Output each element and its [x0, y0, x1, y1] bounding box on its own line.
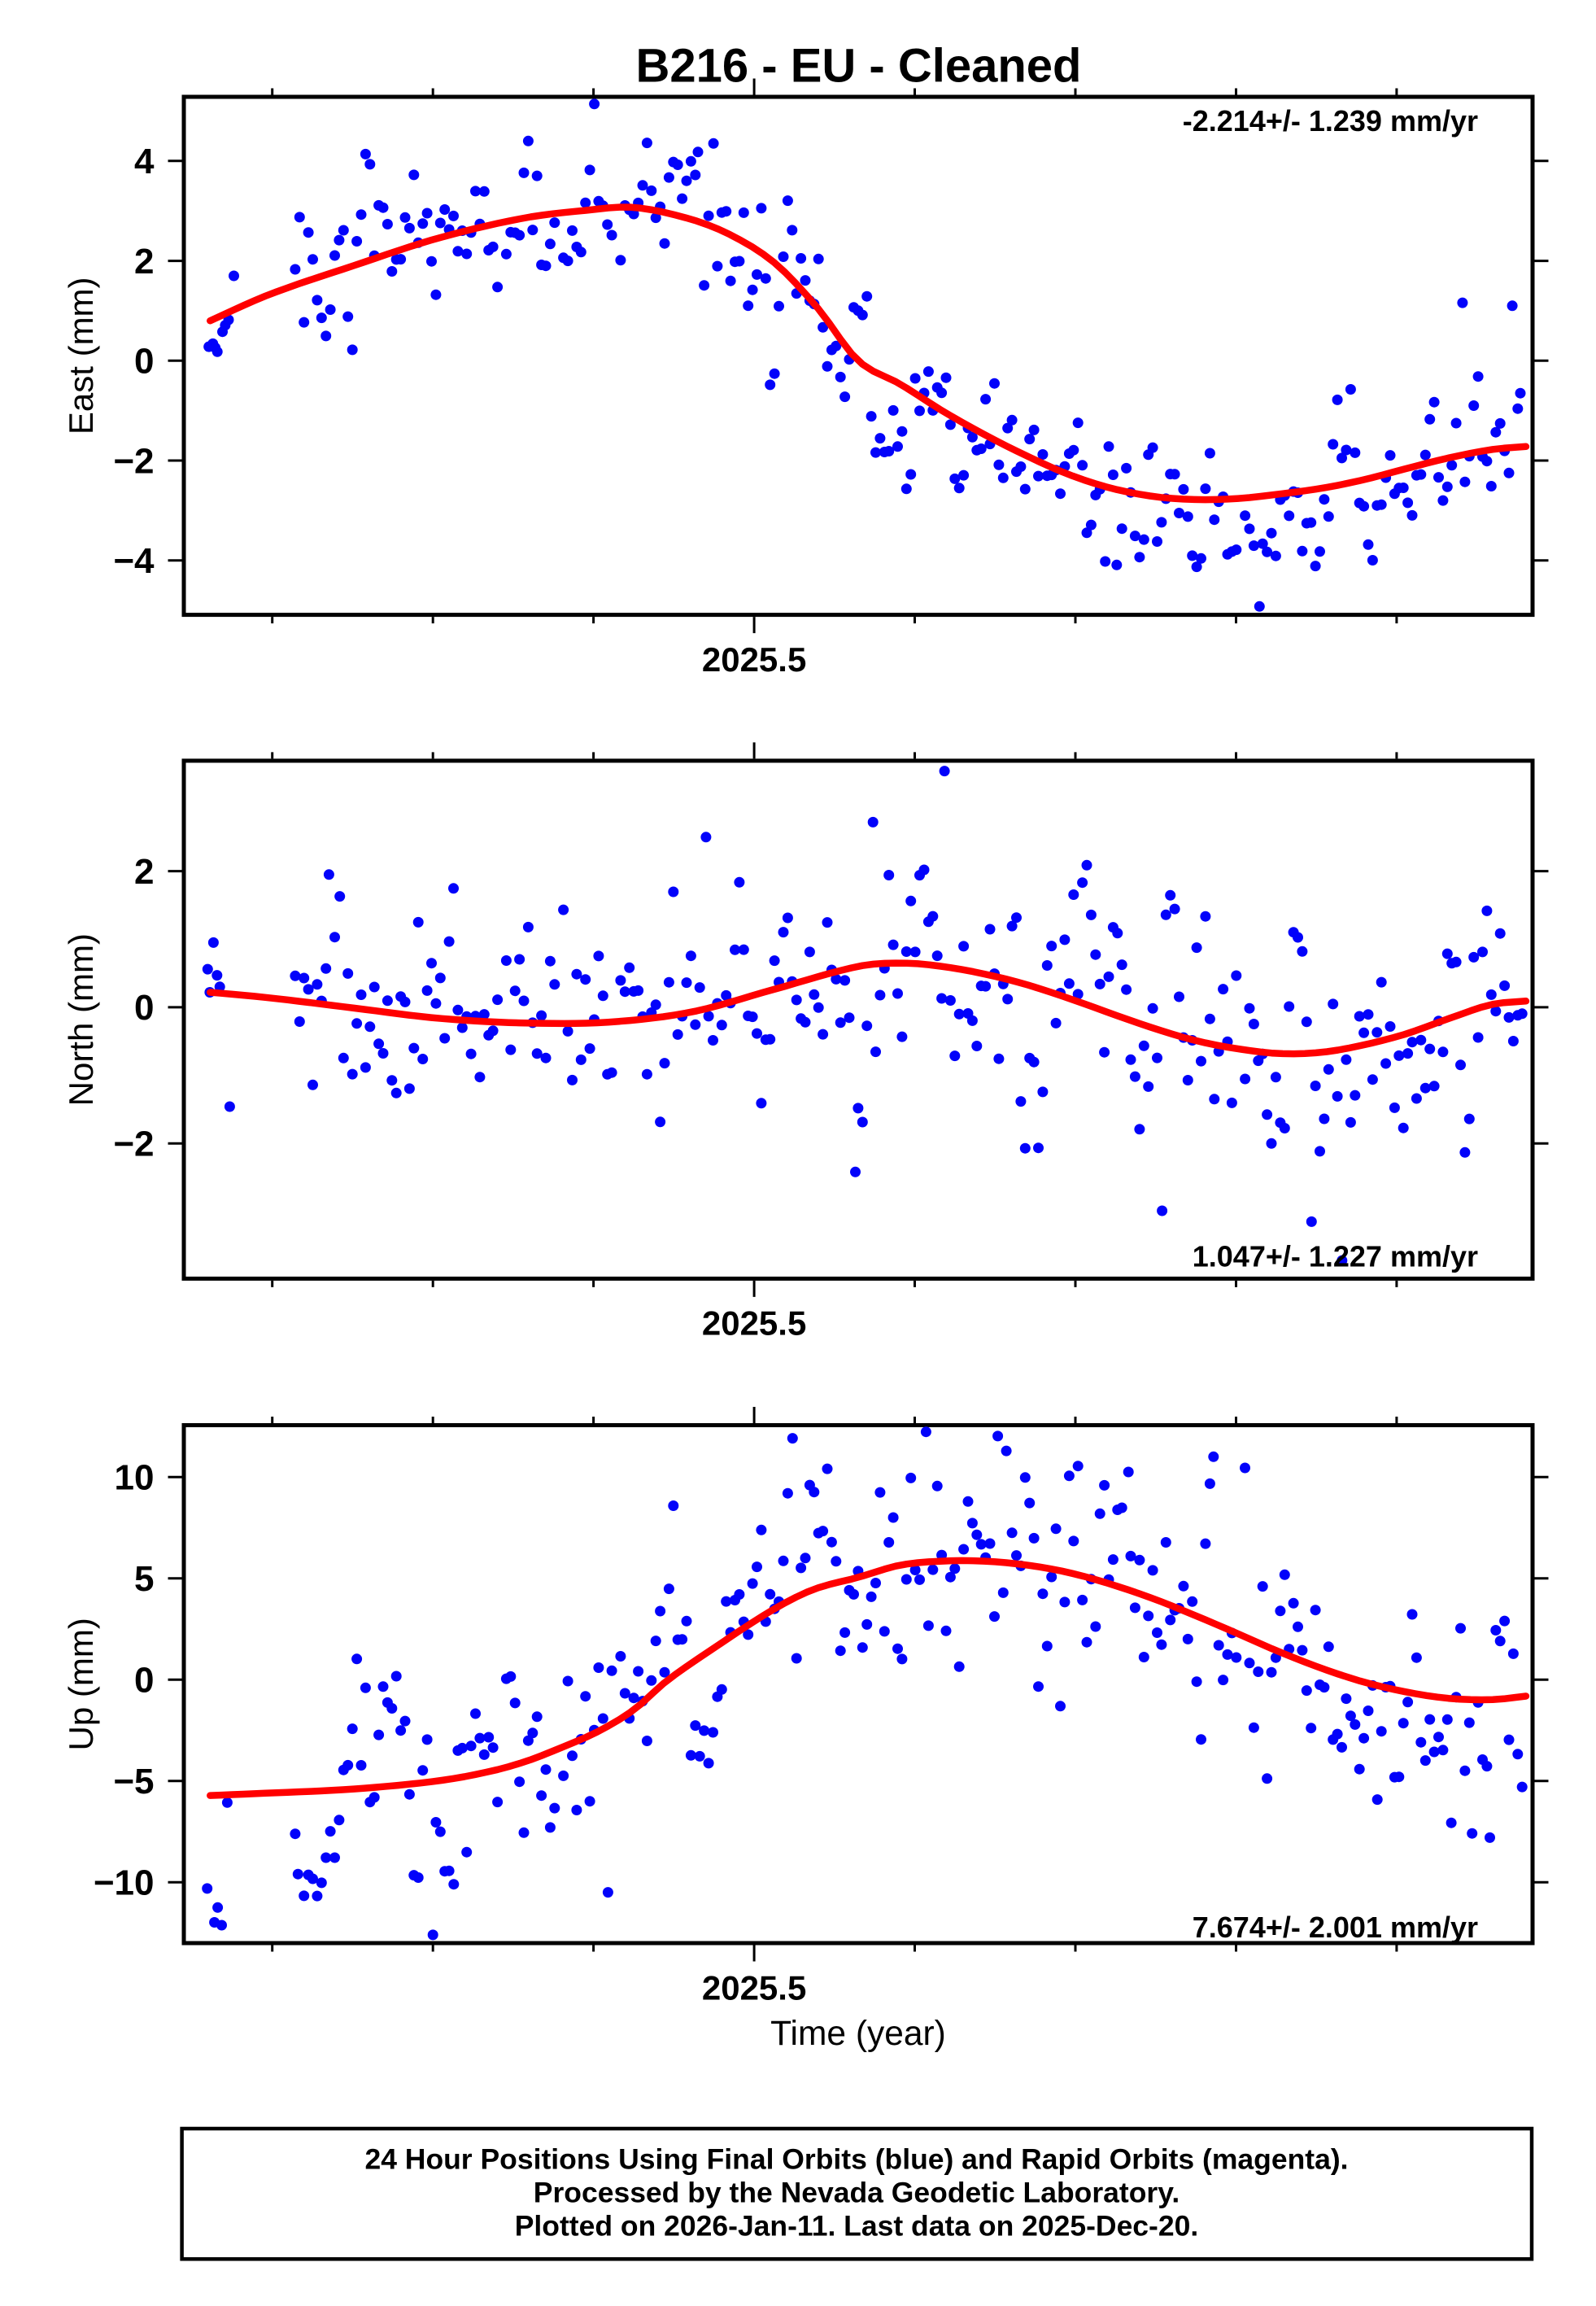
- svg-text:0: 0: [134, 988, 154, 1028]
- svg-text:0: 0: [134, 342, 154, 382]
- svg-text:4: 4: [134, 142, 155, 181]
- svg-text:Time (year): Time (year): [770, 2015, 946, 2053]
- svg-text:2: 2: [134, 242, 154, 282]
- svg-text:7.674+/- 2.001 mm/yr: 7.674+/- 2.001 mm/yr: [1193, 1911, 1478, 1944]
- svg-text:1.047+/- 1.227 mm/yr: 1.047+/- 1.227 mm/yr: [1193, 1240, 1478, 1273]
- svg-text:−5: −5: [113, 1762, 154, 1802]
- svg-text:2: 2: [134, 852, 154, 892]
- svg-text:24 Hour Positions Using Final: 24 Hour Positions Using Final Orbits (bl…: [364, 2142, 1348, 2175]
- svg-text:−10: −10: [94, 1863, 155, 1903]
- svg-text:−2: −2: [113, 441, 154, 481]
- svg-text:B216 - EU - Cleaned: B216 - EU - Cleaned: [636, 40, 1082, 93]
- svg-text:North (mm): North (mm): [62, 933, 100, 1106]
- svg-text:2025.5: 2025.5: [702, 1304, 806, 1343]
- svg-text:−4: −4: [113, 541, 155, 581]
- svg-text:-2.214+/- 1.239 mm/yr: -2.214+/- 1.239 mm/yr: [1183, 104, 1478, 138]
- svg-text:Processed by the Nevada Geodet: Processed by the Nevada Geodetic Laborat…: [534, 2177, 1180, 2209]
- svg-text:−2: −2: [113, 1125, 154, 1164]
- svg-text:5: 5: [134, 1559, 154, 1599]
- svg-text:10: 10: [115, 1458, 155, 1498]
- svg-text:2025.5: 2025.5: [702, 640, 806, 679]
- svg-text:2025.5: 2025.5: [702, 1968, 806, 2007]
- svg-text:East (mm): East (mm): [62, 277, 100, 435]
- svg-text:Plotted on 2026-Jan-11. Last d: Plotted on 2026-Jan-11. Last data on 202…: [515, 2210, 1198, 2243]
- svg-text:0: 0: [134, 1661, 154, 1701]
- svg-text:Up (mm): Up (mm): [62, 1618, 100, 1750]
